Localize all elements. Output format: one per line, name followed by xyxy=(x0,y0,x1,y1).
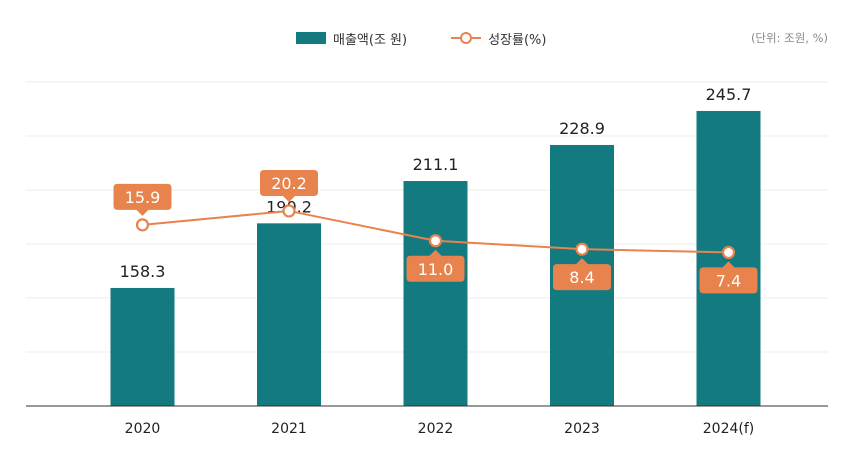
growth-callout-box xyxy=(113,183,172,216)
bar xyxy=(110,287,175,406)
growth-callout: 15.9 xyxy=(113,183,172,216)
legend-label-growth: 성장률(%) xyxy=(488,32,547,48)
legend: 매출액(조 원) 성장률(%) xyxy=(296,28,590,48)
legend-bar-swatch xyxy=(296,32,326,44)
x-tick-label: 2021 xyxy=(271,421,307,437)
unit-note: (단위: 조원, %) xyxy=(750,31,828,45)
growth-point xyxy=(282,204,296,218)
x-tick-label: 2020 xyxy=(125,421,161,437)
growth-point xyxy=(575,242,589,256)
growth-value-label: 11.0 xyxy=(418,260,454,279)
legend-label-sales: 매출액(조 원) xyxy=(333,32,408,48)
growth-value-label: 7.4 xyxy=(716,271,741,290)
x-tick-label: 2022 xyxy=(418,421,454,437)
growth-callout: 7.4 xyxy=(699,261,758,294)
growth-line-series xyxy=(135,204,736,260)
bar-value-label: 228.9 xyxy=(559,119,605,138)
growth-callout: 20.2 xyxy=(260,169,318,202)
growth-callout-box xyxy=(699,261,758,294)
bar-value-label: 158.3 xyxy=(120,262,166,281)
legend-item-sales: 매출액(조 원) xyxy=(296,29,407,48)
legend-item-growth: 성장률(%) xyxy=(451,29,546,48)
growth-callout-box xyxy=(260,169,318,202)
growth-point xyxy=(135,218,150,232)
growth-callout-box xyxy=(406,249,465,282)
bar xyxy=(403,181,468,406)
growth-value-label: 20.2 xyxy=(271,174,307,193)
growth-point xyxy=(721,245,736,260)
growth-point xyxy=(428,234,443,248)
bar xyxy=(257,223,321,406)
bar-value-label: 211.1 xyxy=(413,155,459,174)
legend-line-swatch xyxy=(451,32,482,44)
x-tick-labels: 2020 2021 2022 2023 2024(f) xyxy=(125,421,755,437)
x-tick-label: 2024(f) xyxy=(703,421,754,437)
bar-value-label: 245.7 xyxy=(706,85,752,104)
growth-callout: 8.4 xyxy=(553,258,611,291)
x-tick-label: 2023 xyxy=(564,421,600,437)
growth-value-labels: 15.9 20.2 11.0 8.4 7.4 xyxy=(113,169,758,294)
growth-callout-box xyxy=(553,258,611,291)
growth-callout: 11.0 xyxy=(406,249,465,282)
growth-value-label: 8.4 xyxy=(569,268,594,287)
growth-value-label: 15.9 xyxy=(125,188,161,207)
